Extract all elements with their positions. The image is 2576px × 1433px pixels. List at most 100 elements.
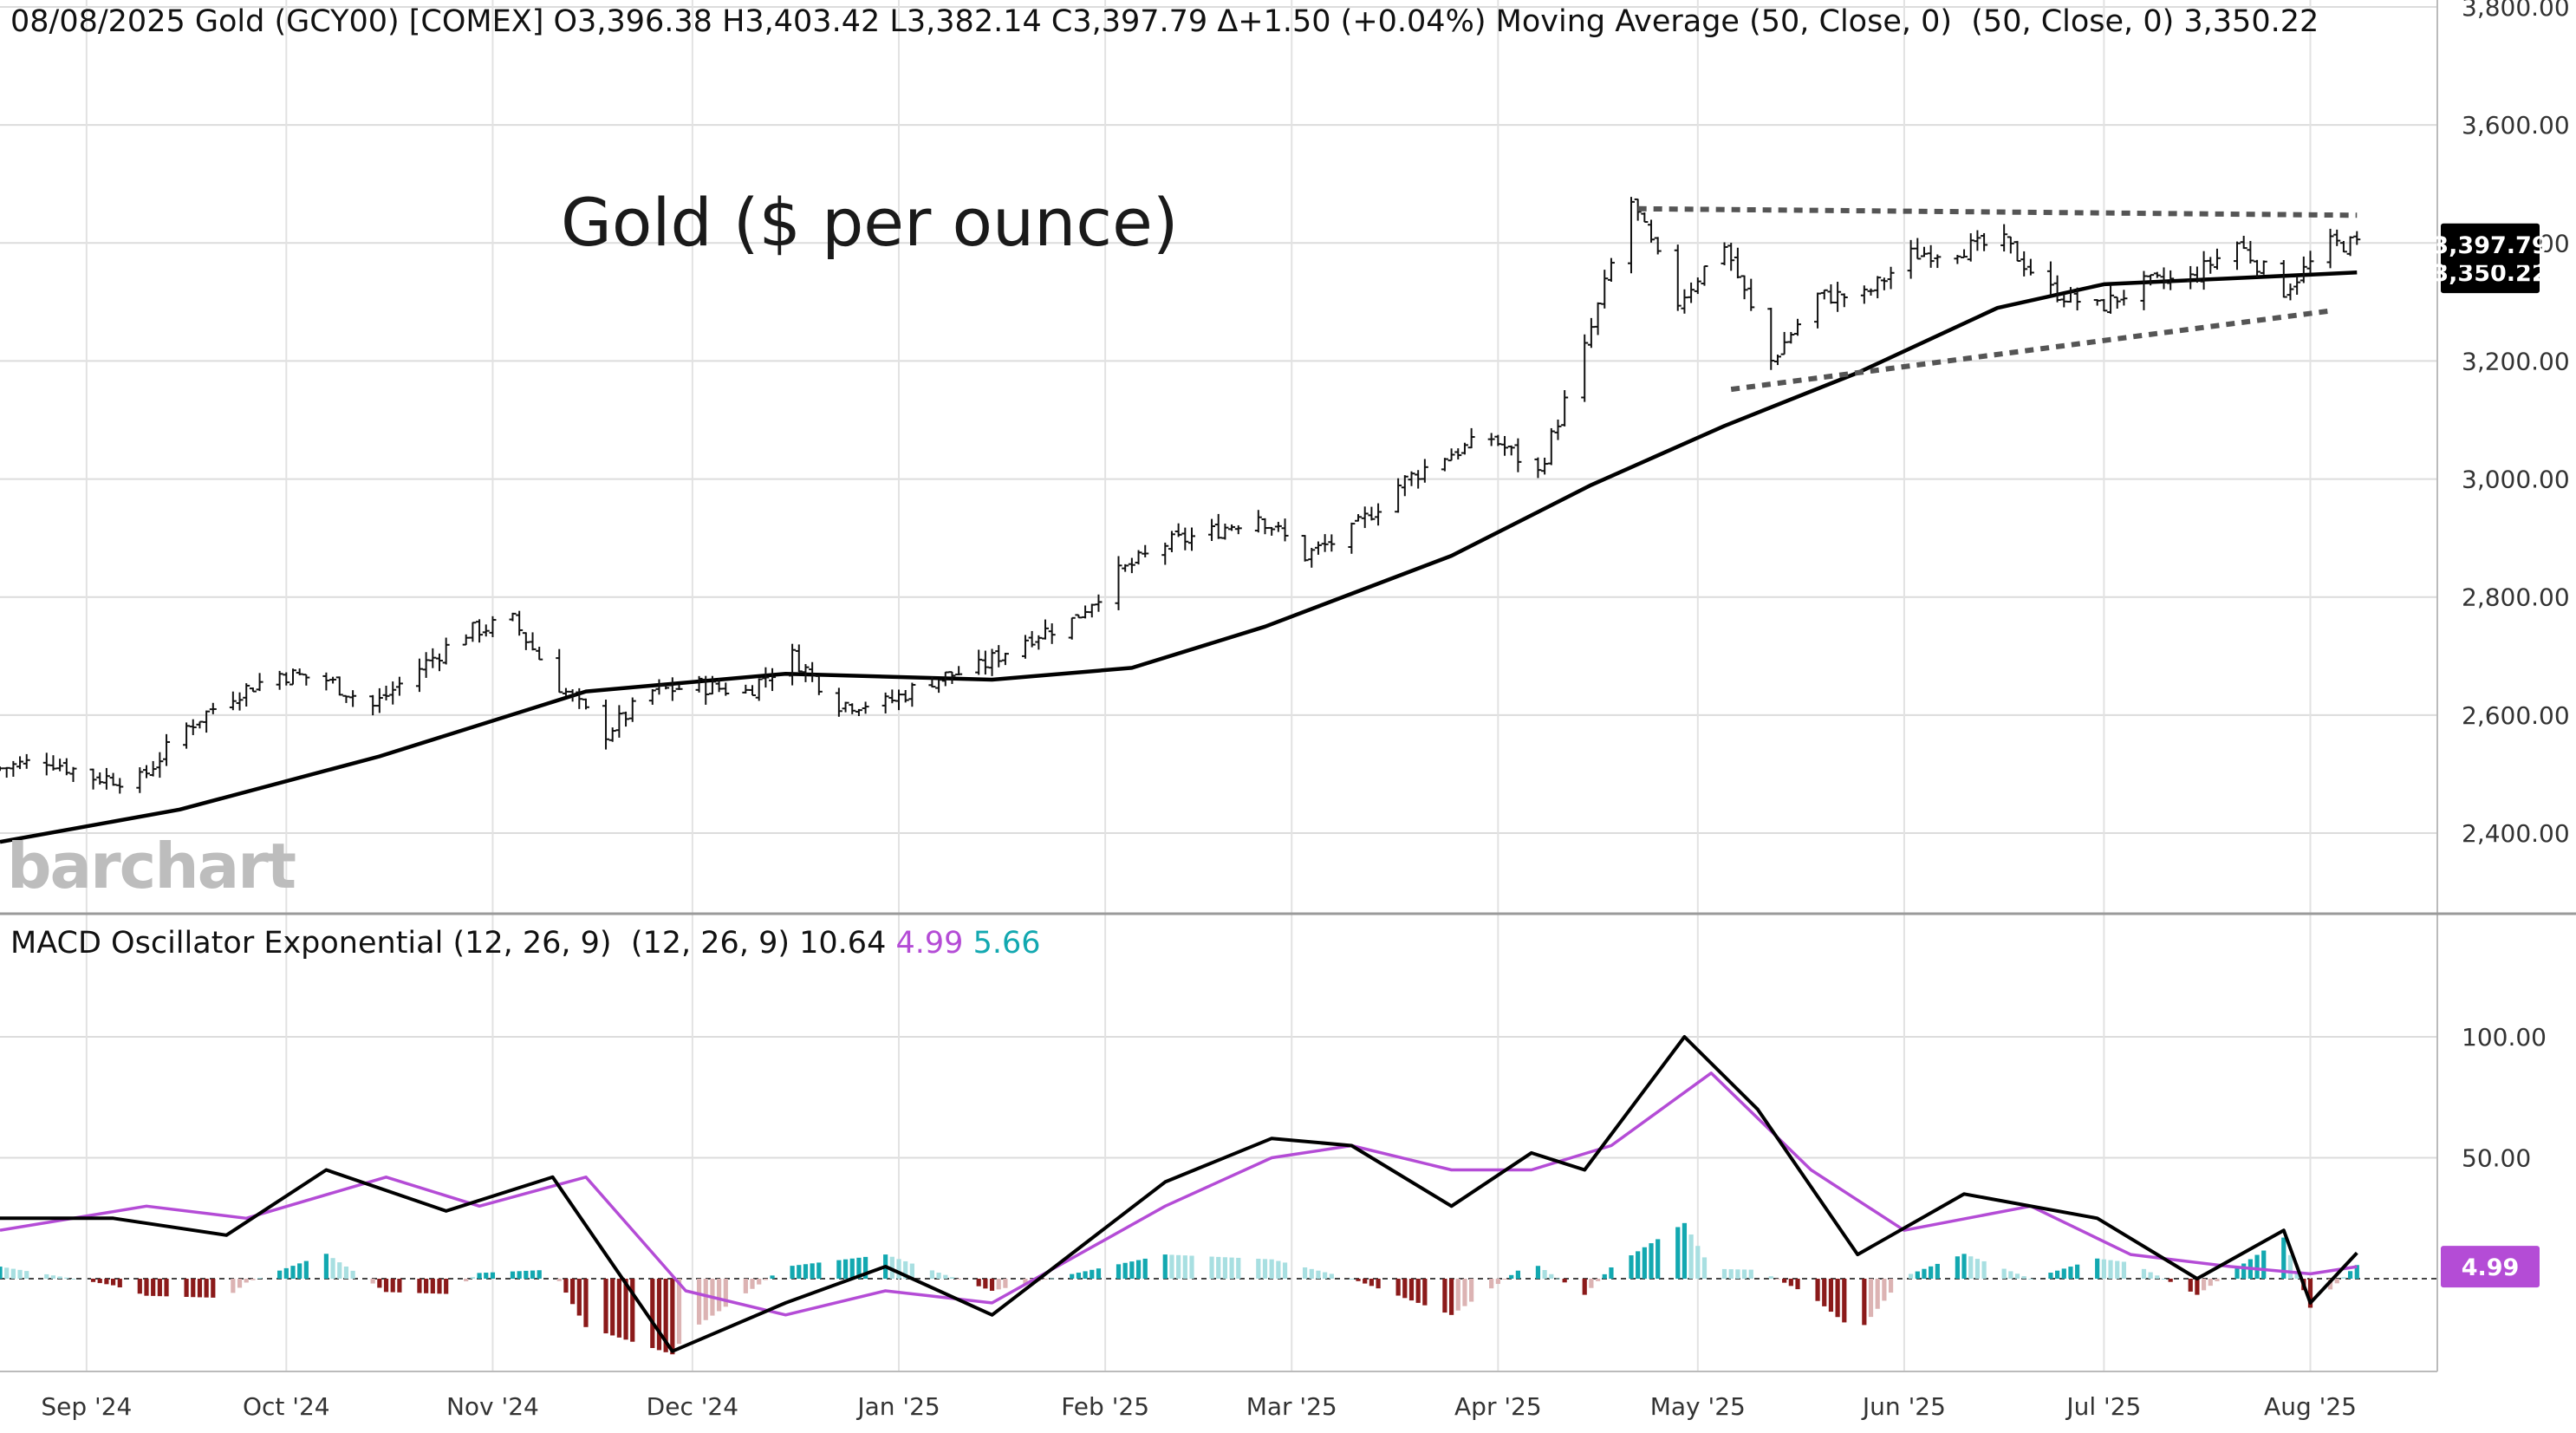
price-bar	[762, 667, 770, 688]
price-bar	[2207, 257, 2215, 274]
price-bar	[2353, 231, 2361, 245]
macd-histogram-bar	[603, 1279, 608, 1334]
macd-histogram-bar	[424, 1279, 429, 1293]
macd-y-tick-label: 50.00	[2462, 1144, 2531, 1173]
price-bar	[2100, 298, 2108, 312]
x-tick-label: May '25	[1650, 1392, 1746, 1421]
price-bar	[1314, 541, 1322, 555]
macd-histogram-bar	[803, 1264, 809, 1279]
price-bar	[648, 688, 656, 705]
macd-histogram-bar	[57, 1276, 62, 1279]
macd-histogram-bar	[770, 1275, 775, 1279]
price-bar	[1641, 212, 1649, 224]
value-labels: 3,350.223,397.794.99	[2432, 223, 2548, 1288]
price-bar	[1780, 331, 1788, 355]
macd-histogram-bar	[2195, 1279, 2200, 1295]
price-y-tick-label: 2,400.00	[2462, 819, 2570, 848]
macd-histogram-bar	[1216, 1256, 1221, 1279]
price-bar	[1254, 510, 1262, 533]
price-bar	[928, 677, 936, 688]
price-bar	[655, 679, 663, 695]
price-bar	[2300, 256, 2307, 283]
price-bar	[835, 687, 842, 717]
macd-histogram-bar	[2148, 1272, 2153, 1279]
trendline	[1637, 205, 2358, 218]
macd-histogram-bar	[70, 1279, 76, 1280]
macd-signal-value-label-text: 4.99	[2462, 1254, 2520, 1281]
price-bar	[56, 759, 64, 772]
macd-histogram-bar	[17, 1269, 23, 1279]
macd-histogram-bar	[750, 1279, 755, 1289]
macd-histogram-bar	[723, 1279, 728, 1307]
macd-histogram-bar	[2075, 1264, 2080, 1279]
macd-histogram-bar	[610, 1279, 615, 1336]
price-bar	[556, 648, 563, 694]
macd-histogram-bar	[1376, 1279, 1381, 1289]
price-bar	[1401, 475, 1408, 497]
price-bar	[375, 687, 383, 713]
price-bar	[795, 644, 803, 673]
price-bar	[529, 632, 537, 651]
macd-histogram-bar	[1090, 1269, 1095, 1279]
price-bar	[1122, 563, 1129, 572]
price-bar	[3, 766, 10, 778]
price-bar	[2000, 224, 2008, 252]
macd-histogram-bar	[1682, 1222, 1688, 1279]
macd-histogram	[0, 1222, 2359, 1355]
macd-signal-value-label: 4.99	[2441, 1246, 2540, 1288]
macd-histogram-bar	[1415, 1279, 1421, 1303]
macd-histogram-bar	[1323, 1272, 1328, 1279]
price-bar	[469, 622, 477, 642]
macd-histogram-bar	[842, 1259, 849, 1279]
price-bar	[988, 648, 996, 676]
price-bar	[722, 682, 730, 696]
macd-histogram-bar	[1868, 1279, 1874, 1318]
price-bar	[849, 703, 856, 714]
price-bar	[1168, 531, 1175, 552]
macd-histogram-bar	[164, 1279, 169, 1297]
price-bar	[2026, 258, 2034, 276]
price-bar	[42, 752, 50, 776]
price-bar	[1794, 318, 1802, 336]
macd-histogram-bar	[1589, 1279, 1594, 1288]
price-bar	[2066, 287, 2074, 303]
grid-lines	[0, 0, 2437, 1371]
price-bar	[2007, 236, 2014, 254]
price-bar	[49, 755, 57, 771]
macd-histogram-bar	[1542, 1270, 1547, 1279]
macd-histogram-bar	[4, 1267, 10, 1279]
price-bar	[2073, 287, 2081, 311]
macd-histogram-bar	[1003, 1279, 1008, 1288]
price-bar	[995, 645, 1003, 668]
macd-histogram-bar	[623, 1279, 628, 1340]
macd-histogram-bar	[949, 1277, 955, 1279]
price-bar	[302, 674, 310, 686]
macd-histogram-bar	[943, 1274, 948, 1279]
x-tick-label: Dec '24	[647, 1392, 738, 1421]
macd-histogram-bar	[1935, 1263, 1940, 1279]
macd-histogram-bar	[1489, 1279, 1494, 1289]
macd-header: MACD Oscillator Exponential (12, 26, 9) …	[10, 926, 1041, 961]
macd-histogram-bar	[1356, 1279, 1361, 1281]
header-indicator-value: 3,350.22	[2183, 4, 2319, 39]
macd-histogram-bar	[856, 1257, 862, 1279]
macd-histogram-bar	[2121, 1261, 2127, 1279]
macd-histogram-bar	[1162, 1254, 1168, 1279]
macd-histogram-bar	[2188, 1279, 2193, 1292]
macd-histogram-bar	[1629, 1255, 1634, 1279]
price-bar	[435, 653, 443, 672]
price-bar	[1454, 448, 1462, 460]
price-bar	[415, 658, 423, 693]
price-bar	[1787, 331, 1795, 344]
macd-histogram-bar	[397, 1279, 402, 1293]
macd-histogram-bar	[2008, 1271, 2013, 1279]
macd-histogram-bar	[530, 1270, 536, 1279]
price-bar	[2193, 266, 2201, 283]
macd-histogram-bar	[197, 1279, 203, 1298]
macd-histogram-bar	[2115, 1260, 2120, 1279]
macd-histogram-bar	[1768, 1276, 1773, 1279]
macd-histogram-bar	[350, 1270, 355, 1279]
macd-histogram-bar	[1815, 1279, 1820, 1301]
macd-histogram-bar	[2141, 1268, 2147, 1279]
